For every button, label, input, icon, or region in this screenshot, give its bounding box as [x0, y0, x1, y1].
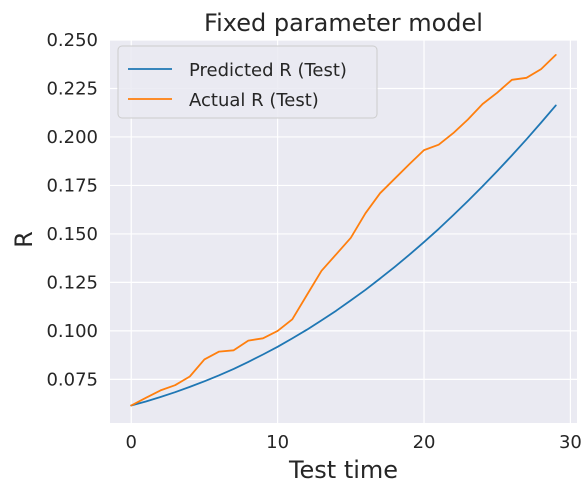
- y-tick-label: 0.200: [46, 127, 98, 148]
- y-axis-ticks: 0.075 0.100 0.125 0.150 0.175 0.200 0.225 0.250: [46, 30, 98, 390]
- y-tick-label: 0.100: [46, 321, 98, 342]
- x-axis-title: Test time: [288, 456, 398, 484]
- legend-box: [117, 45, 378, 119]
- y-tick-label: 0.075: [46, 369, 98, 390]
- y-tick-label: 0.175: [46, 175, 98, 196]
- series-line-predicted: [130, 104, 557, 407]
- x-tick-label: 20: [413, 432, 436, 453]
- series-line-actual: [130, 54, 557, 407]
- y-tick-label: 0.125: [46, 272, 98, 293]
- y-tick-label: 0.225: [46, 78, 98, 99]
- x-tick-label: 0: [126, 432, 137, 453]
- series-lines: [130, 54, 557, 407]
- y-axis-title: R: [10, 231, 38, 248]
- y-tick-label: 0.250: [46, 30, 98, 51]
- x-tick-label: 10: [266, 432, 289, 453]
- y-tick-label: 0.150: [46, 224, 98, 245]
- x-axis-ticks: 0 10 20 30: [126, 432, 582, 453]
- legend: Predicted R (Test) Actual R (Test): [117, 45, 378, 119]
- x-tick-label: 30: [559, 432, 582, 453]
- legend-label-actual: Actual R (Test): [189, 90, 319, 111]
- chart-title: Fixed parameter model: [204, 9, 483, 37]
- legend-label-predicted: Predicted R (Test): [189, 60, 347, 81]
